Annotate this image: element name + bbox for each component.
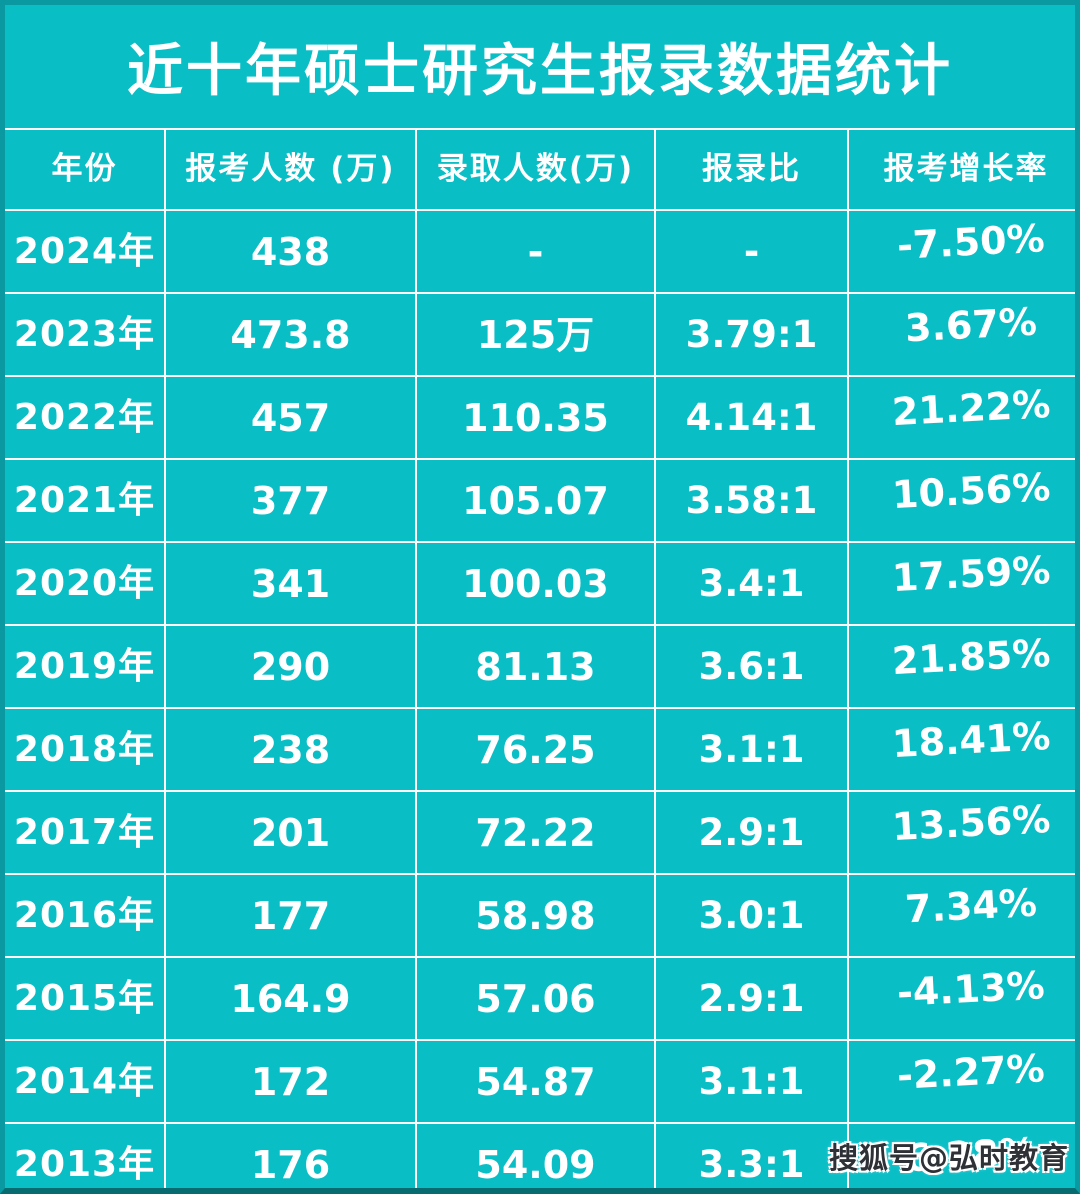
growth-cell: 21.85%	[849, 626, 1075, 707]
admitted-cell: 72.22	[417, 792, 654, 873]
year-cell: 2024年	[5, 211, 164, 292]
admitted-cell: 58.98	[417, 875, 654, 956]
admitted-cell: 100.03	[417, 543, 654, 624]
admitted-cell: 105.07	[417, 460, 654, 541]
title-bar: 近十年硕士研究生报录数据统计	[5, 5, 1075, 128]
growth-cell: -7.50%	[849, 211, 1075, 292]
applicants-cell: 177	[166, 875, 415, 956]
ratio-cell: 3.1:1	[656, 709, 847, 790]
growth-cell: 17.59%	[849, 543, 1075, 624]
year-cell: 2017年	[5, 792, 164, 873]
ratio-cell: -	[656, 211, 847, 292]
growth-cell: 21.22%	[849, 377, 1075, 458]
applicants-cell: 457	[166, 377, 415, 458]
ratio-cell: 3.3:1	[656, 1124, 847, 1188]
growth-cell: 6.28%	[849, 1124, 1075, 1188]
ratio-cell: 3.0:1	[656, 875, 847, 956]
applicants-cell: 377	[166, 460, 415, 541]
ratio-cell: 3.79:1	[656, 294, 847, 375]
ratio-cell: 3.1:1	[656, 1041, 847, 1122]
admitted-cell: 76.25	[417, 709, 654, 790]
admitted-cell: 57.06	[417, 958, 654, 1039]
ratio-cell: 4.14:1	[656, 377, 847, 458]
col-header-ratio: 报录比	[656, 130, 847, 209]
col-header-year: 年份	[5, 130, 164, 209]
ratio-cell: 3.58:1	[656, 460, 847, 541]
admitted-cell: 110.35	[417, 377, 654, 458]
growth-cell: 3.67%	[849, 294, 1075, 375]
year-cell: 2015年	[5, 958, 164, 1039]
applicants-cell: 473.8	[166, 294, 415, 375]
col-header-admitted: 录取人数(万)	[417, 130, 654, 209]
watermark-sohu-badge: 搜狐号@弘时教育	[828, 1141, 1069, 1175]
applicants-cell: 438	[166, 211, 415, 292]
year-cell: 2014年	[5, 1041, 164, 1122]
growth-cell: -2.27%	[849, 1041, 1075, 1122]
admitted-cell: 54.87	[417, 1041, 654, 1122]
year-cell: 2016年	[5, 875, 164, 956]
admitted-cell: -	[417, 211, 654, 292]
applicants-cell: 176	[166, 1124, 415, 1188]
col-header-growth: 报考增长率	[849, 130, 1075, 209]
ratio-cell: 3.6:1	[656, 626, 847, 707]
growth-cell: 18.41%	[849, 709, 1075, 790]
growth-cell: -4.13%	[849, 958, 1075, 1039]
applicants-cell: 341	[166, 543, 415, 624]
year-cell: 2021年	[5, 460, 164, 541]
admitted-cell: 125万	[417, 294, 654, 375]
col-header-applicants: 报考人数 (万)	[166, 130, 415, 209]
page-title: 近十年硕士研究生报录数据统计	[127, 39, 953, 104]
year-cell: 2023年	[5, 294, 164, 375]
year-cell: 2013年	[5, 1124, 164, 1188]
applicants-cell: 172	[166, 1041, 415, 1122]
applicants-cell: 290	[166, 626, 415, 707]
year-cell: 2020年	[5, 543, 164, 624]
admitted-cell: 54.09	[417, 1124, 654, 1188]
applicants-cell: 164.9	[166, 958, 415, 1039]
growth-cell: 13.56%	[849, 792, 1075, 873]
year-cell: 2019年	[5, 626, 164, 707]
applicants-cell: 201	[166, 792, 415, 873]
growth-cell: 10.56%	[849, 460, 1075, 541]
admitted-cell: 81.13	[417, 626, 654, 707]
growth-cell: 7.34%	[849, 875, 1075, 956]
ratio-cell: 2.9:1	[656, 958, 847, 1039]
ratio-cell: 2.9:1	[656, 792, 847, 873]
data-table: 年份 报考人数 (万) 录取人数(万) 报录比 报考增长率 2024年 438 …	[5, 128, 1075, 1188]
year-cell: 2022年	[5, 377, 164, 458]
applicants-cell: 238	[166, 709, 415, 790]
ratio-cell: 3.4:1	[656, 543, 847, 624]
year-cell: 2018年	[5, 709, 164, 790]
